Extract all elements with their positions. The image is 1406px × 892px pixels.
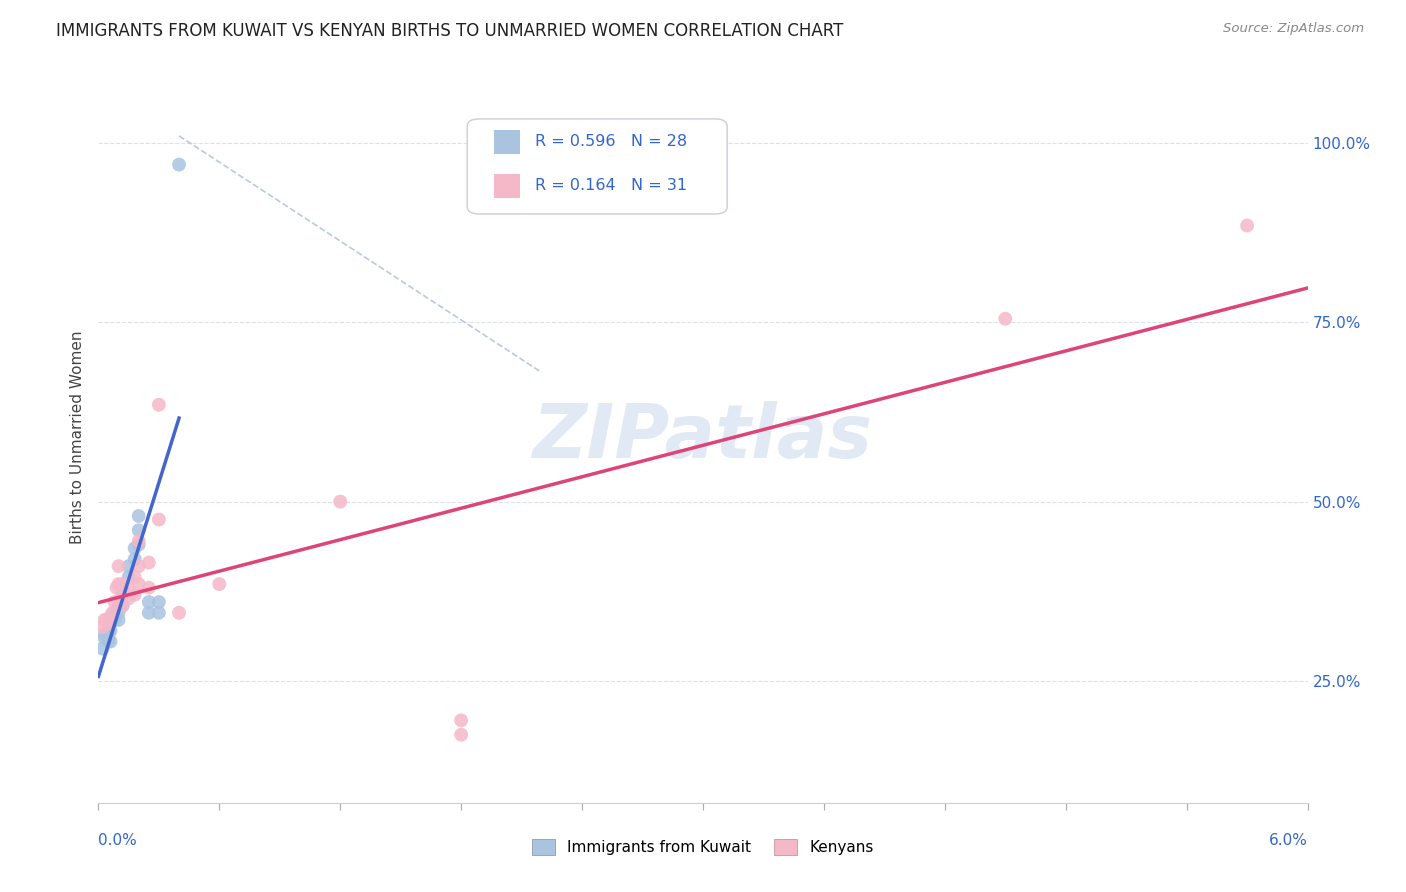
Point [128,534,150,549]
Bar [494,130,520,154]
Point [167,606,190,620]
Y-axis label: Births to Unmarried Women: Births to Unmarried Women [69,330,84,544]
Point [111,577,134,591]
Point [148,512,170,526]
Point [111,599,134,613]
Point [124,541,146,556]
Point [138,556,160,570]
Point [111,581,134,595]
Point [128,577,150,591]
Point [450,714,472,728]
Point [107,613,129,627]
Bar [494,174,520,198]
Point [128,559,150,574]
Point [148,606,170,620]
Point [97,634,120,648]
Point [107,577,129,591]
Point [118,570,141,584]
Point [93,627,115,641]
Text: 0.0%: 0.0% [98,833,138,848]
Point [124,588,146,602]
Point [148,595,170,609]
Point [128,538,150,552]
Point [118,581,141,595]
Point [1236,219,1258,233]
Point [105,581,128,595]
Point [100,634,122,648]
Point [107,559,129,574]
Point [111,588,134,602]
Legend: Immigrants from Kuwait, Kenyans: Immigrants from Kuwait, Kenyans [526,833,880,861]
Point [93,631,115,645]
Point [107,599,129,613]
Point [118,559,141,574]
Point [103,613,125,627]
Point [97,616,120,631]
Point [128,508,150,523]
Point [138,606,160,620]
Point [101,606,124,620]
Text: 6.0%: 6.0% [1268,833,1308,848]
Point [994,311,1017,326]
Point [103,606,125,620]
Point [138,581,160,595]
Text: IMMIGRANTS FROM KUWAIT VS KENYAN BIRTHS TO UNMARRIED WOMEN CORRELATION CHART: IMMIGRANTS FROM KUWAIT VS KENYAN BIRTHS … [56,22,844,40]
Point [138,595,160,609]
Point [93,613,115,627]
Text: R = 0.164   N = 31: R = 0.164 N = 31 [534,178,688,194]
Point [148,398,170,412]
Point [91,641,114,656]
Point [111,599,134,613]
Text: Source: ZipAtlas.com: Source: ZipAtlas.com [1223,22,1364,36]
Text: R = 0.596   N = 28: R = 0.596 N = 28 [534,135,688,150]
Point [128,524,150,538]
Point [111,588,134,602]
Point [124,570,146,584]
Point [107,606,129,620]
Point [167,158,190,172]
FancyBboxPatch shape [467,119,727,214]
Point [100,624,122,638]
Point [100,609,122,624]
Point [97,627,120,641]
Point [208,577,231,591]
Point [91,620,114,634]
Point [97,631,120,645]
Text: ZIPatlas: ZIPatlas [533,401,873,474]
Point [329,494,352,508]
Point [124,552,146,566]
Point [103,595,125,609]
Point [118,591,141,606]
Point [450,728,472,742]
Point [96,613,118,627]
